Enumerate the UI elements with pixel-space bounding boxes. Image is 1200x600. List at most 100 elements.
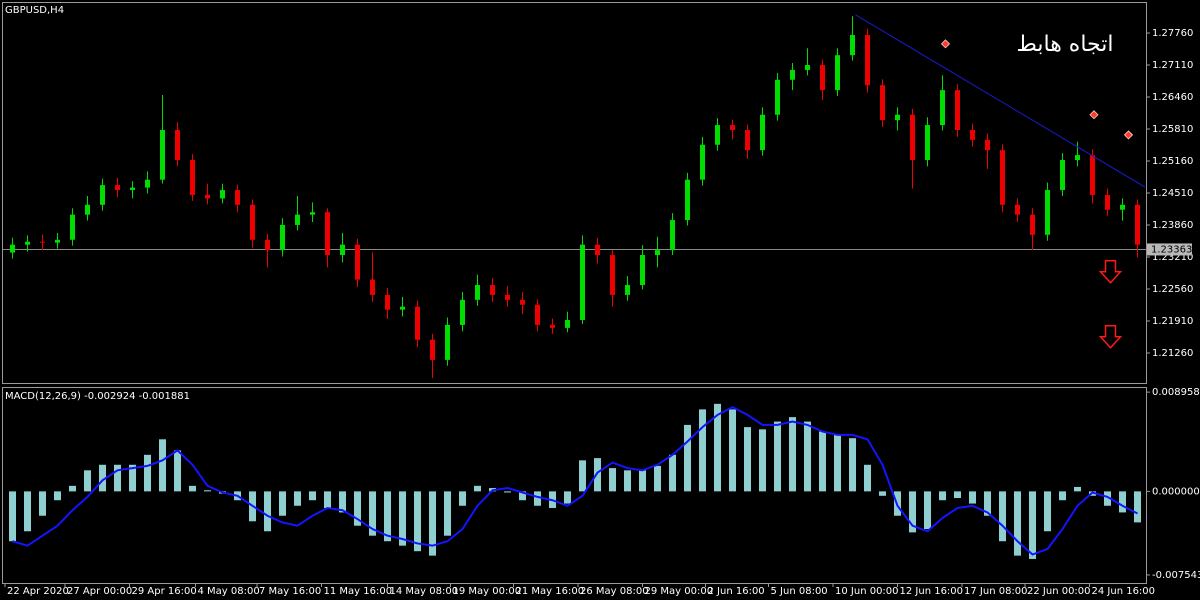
candle-body (835, 55, 840, 91)
candle-body (490, 285, 495, 295)
x-tick-label: 22 Jun 00:00 (1027, 586, 1091, 597)
chart-title: GBPUSD,H4 (5, 5, 64, 16)
macd-bar (759, 429, 766, 492)
candle-body (445, 324, 450, 360)
candle-body (700, 144, 705, 180)
macd-bar (384, 491, 391, 542)
macd-bar (1104, 491, 1111, 506)
candle-body (655, 250, 660, 256)
macd-bar (414, 491, 421, 552)
macd-bar (204, 490, 211, 492)
y-tick-label: 1.26460 (1152, 92, 1193, 103)
macd-bar (264, 491, 271, 532)
candle-body (595, 244, 600, 256)
candle-body (310, 212, 315, 215)
candle-body (685, 179, 690, 221)
candle-body (115, 185, 120, 191)
macd-bar (954, 491, 961, 499)
last-price-label: 1.23363 (1151, 244, 1192, 255)
macd-bar (519, 491, 526, 501)
candle-body (1120, 204, 1125, 210)
x-tick-label: 2 Jun 16:00 (708, 586, 765, 597)
x-tick-label: 22 Apr 2020 (7, 586, 69, 597)
candle-body (250, 204, 255, 240)
macd-bar (699, 409, 706, 492)
down-arrow (1098, 324, 1123, 349)
candle-body (985, 139, 990, 151)
macd-bar (504, 491, 511, 493)
macd-bar (1134, 491, 1141, 523)
macd-bar (939, 491, 946, 501)
macd-bar (339, 491, 346, 513)
candle-body (850, 34, 855, 56)
candle-body (640, 255, 645, 286)
macd-bar (354, 491, 361, 526)
candle-body (280, 224, 285, 251)
macd-bar (1059, 491, 1066, 501)
macd-bar (294, 491, 301, 506)
x-tick-label: 10 Jun 00:00 (835, 586, 899, 597)
candle-body (775, 79, 780, 115)
macd-bar (969, 491, 976, 504)
candle-body (805, 65, 810, 70)
candle-body (670, 220, 675, 251)
candle-body (85, 204, 90, 215)
candle-body (415, 306, 420, 340)
diamond (1123, 130, 1134, 140)
macd-bar (714, 403, 721, 492)
annotation: اتجاه هابط (1017, 32, 1114, 57)
candle-body (160, 129, 165, 180)
macd-bar (879, 491, 886, 496)
macd-bar (609, 468, 616, 492)
macd-bar (1044, 491, 1051, 532)
candle-body (25, 241, 30, 245)
candle-body (40, 241, 45, 243)
macd-bar (534, 491, 541, 506)
candle-body (70, 214, 75, 240)
candle-body (820, 65, 825, 91)
x-tick-label: 4 May 08:00 (198, 586, 260, 597)
macd-bar (399, 491, 406, 546)
candle-body (505, 294, 510, 300)
candle-body (520, 299, 525, 305)
macd-bar (444, 491, 451, 536)
macd-bar (1119, 491, 1126, 513)
macd-bar (429, 491, 436, 556)
candle-body (715, 125, 720, 145)
macd-bar (474, 485, 481, 492)
candle-body (55, 239, 60, 243)
candle-body (625, 285, 630, 295)
x-tick-label: 26 May 08:00 (580, 586, 649, 597)
x-tick-label: 5 Jun 08:00 (771, 586, 828, 597)
macd-bar (144, 454, 151, 492)
y-tick-label: 1.25160 (1152, 156, 1193, 167)
down-arrow (1098, 260, 1123, 284)
candle-body (550, 324, 555, 328)
macd-bar (849, 438, 856, 492)
macd-bar (369, 491, 376, 536)
candle-body (790, 69, 795, 80)
y-tick-label: 1.25810 (1152, 124, 1193, 135)
candle-body (910, 114, 915, 161)
macd-bar (594, 458, 601, 492)
candle-body (760, 114, 765, 151)
macd-bar (684, 424, 691, 492)
candle-body (385, 294, 390, 310)
candle-body (475, 285, 480, 300)
candle-body (730, 125, 735, 130)
candle-body (220, 190, 225, 199)
candle-body (535, 304, 540, 325)
macd-bar (129, 464, 136, 492)
x-tick-label: 29 Apr 16:00 (132, 586, 197, 597)
signal-line (12, 406, 1138, 556)
macd-bar (84, 470, 91, 492)
macd-bar (324, 491, 331, 508)
y-tick-label: 1.22560 (1152, 284, 1193, 295)
candle-body (1060, 160, 1065, 191)
candle-body (325, 212, 330, 256)
candle-body (400, 306, 405, 310)
candle-body (370, 279, 375, 295)
macd-bar (279, 491, 286, 516)
candle-body (955, 90, 960, 130)
x-tick-label: 24 Jun 16:00 (1092, 586, 1156, 597)
